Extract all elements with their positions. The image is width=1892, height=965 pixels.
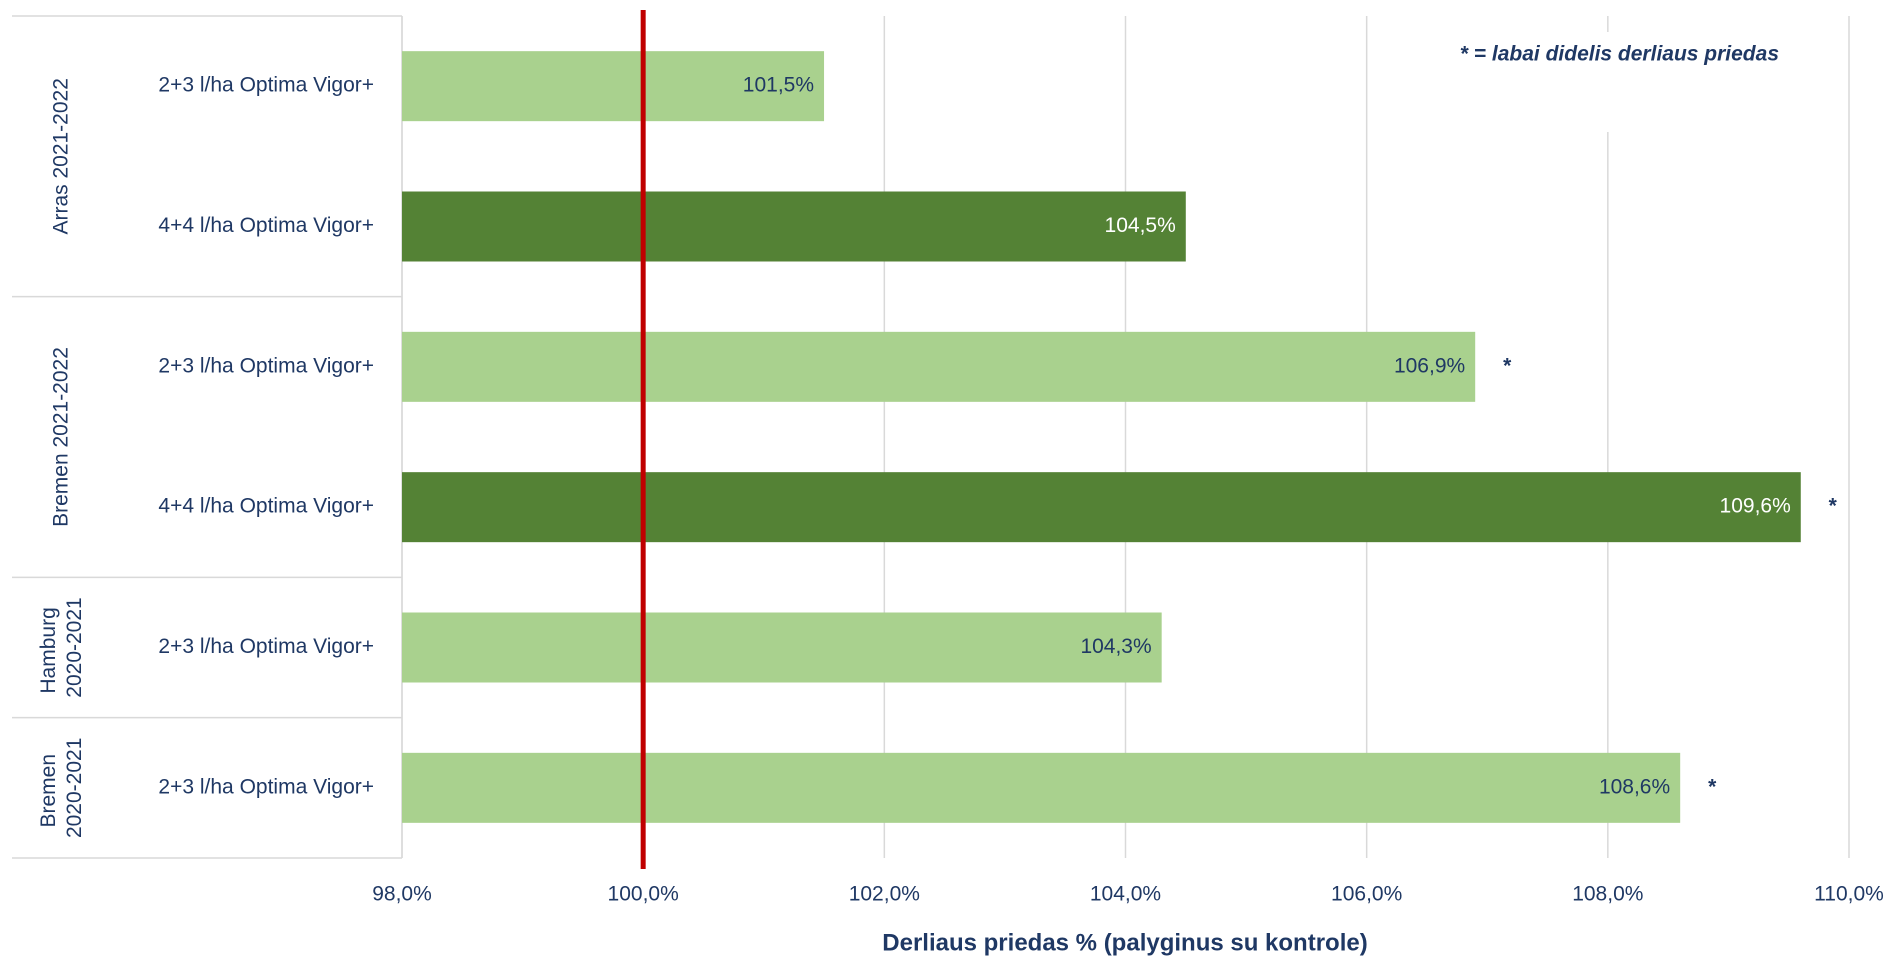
bar (402, 51, 825, 122)
value-label: 106,9% (1394, 354, 1465, 377)
y-tick-label: 2+3 l/ha Optima Vigor+ (158, 74, 374, 97)
bar (402, 331, 1476, 402)
value-label: 109,6% (1720, 495, 1791, 518)
x-tick-label: 104,0% (1090, 883, 1161, 906)
group-label-line: 2020-2021 (63, 597, 86, 697)
value-label: 104,5% (1105, 214, 1176, 237)
x-tick-label: 100,0% (608, 883, 679, 906)
marker: * (1503, 354, 1512, 377)
bar (402, 191, 1186, 262)
value-label: 101,5% (743, 74, 814, 97)
bar (402, 612, 1162, 683)
bar (402, 752, 1681, 823)
group-label: Bremen 2021-2022 (50, 347, 73, 527)
x-tick-label: 102,0% (849, 883, 920, 906)
note: * = labai didelis derliaus priedas (1460, 43, 1779, 66)
y-tick-label: 4+4 l/ha Optima Vigor+ (158, 214, 374, 237)
note-background (1380, 32, 1800, 132)
bar (402, 472, 1801, 543)
value-label: 108,6% (1599, 775, 1670, 798)
marker: * (1708, 775, 1717, 798)
y-tick-label: 2+3 l/ha Optima Vigor+ (158, 775, 374, 798)
value-label: 104,3% (1080, 635, 1151, 658)
group-label: Bremen 2020-2021 (37, 738, 86, 838)
marker: * (1829, 495, 1838, 518)
y-tick-label: 2+3 l/ha Optima Vigor+ (158, 635, 374, 658)
x-tick-label: 106,0% (1331, 883, 1402, 906)
x-tick-label: 110,0% (1814, 883, 1884, 906)
x-tick-label: 98,0% (372, 883, 432, 906)
x-axis-title: Derliaus priedas % (palyginus su kontrol… (882, 929, 1367, 956)
y-tick-label: 4+4 l/ha Optima Vigor+ (158, 495, 374, 518)
group-label: Arras 2021-2022 (50, 78, 73, 234)
group-label-line: Bremen (37, 748, 60, 827)
group-label-line: 2020-2021 (63, 738, 86, 838)
group-label: Hamburg 2020-2021 (37, 597, 86, 697)
group-label-line: Hamburg (37, 601, 60, 693)
x-tick-label: 108,0% (1572, 883, 1643, 906)
y-tick-label: 2+3 l/ha Optima Vigor+ (158, 354, 374, 377)
